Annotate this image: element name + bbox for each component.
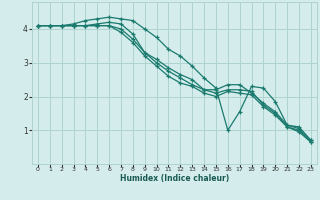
X-axis label: Humidex (Indice chaleur): Humidex (Indice chaleur) bbox=[120, 174, 229, 183]
